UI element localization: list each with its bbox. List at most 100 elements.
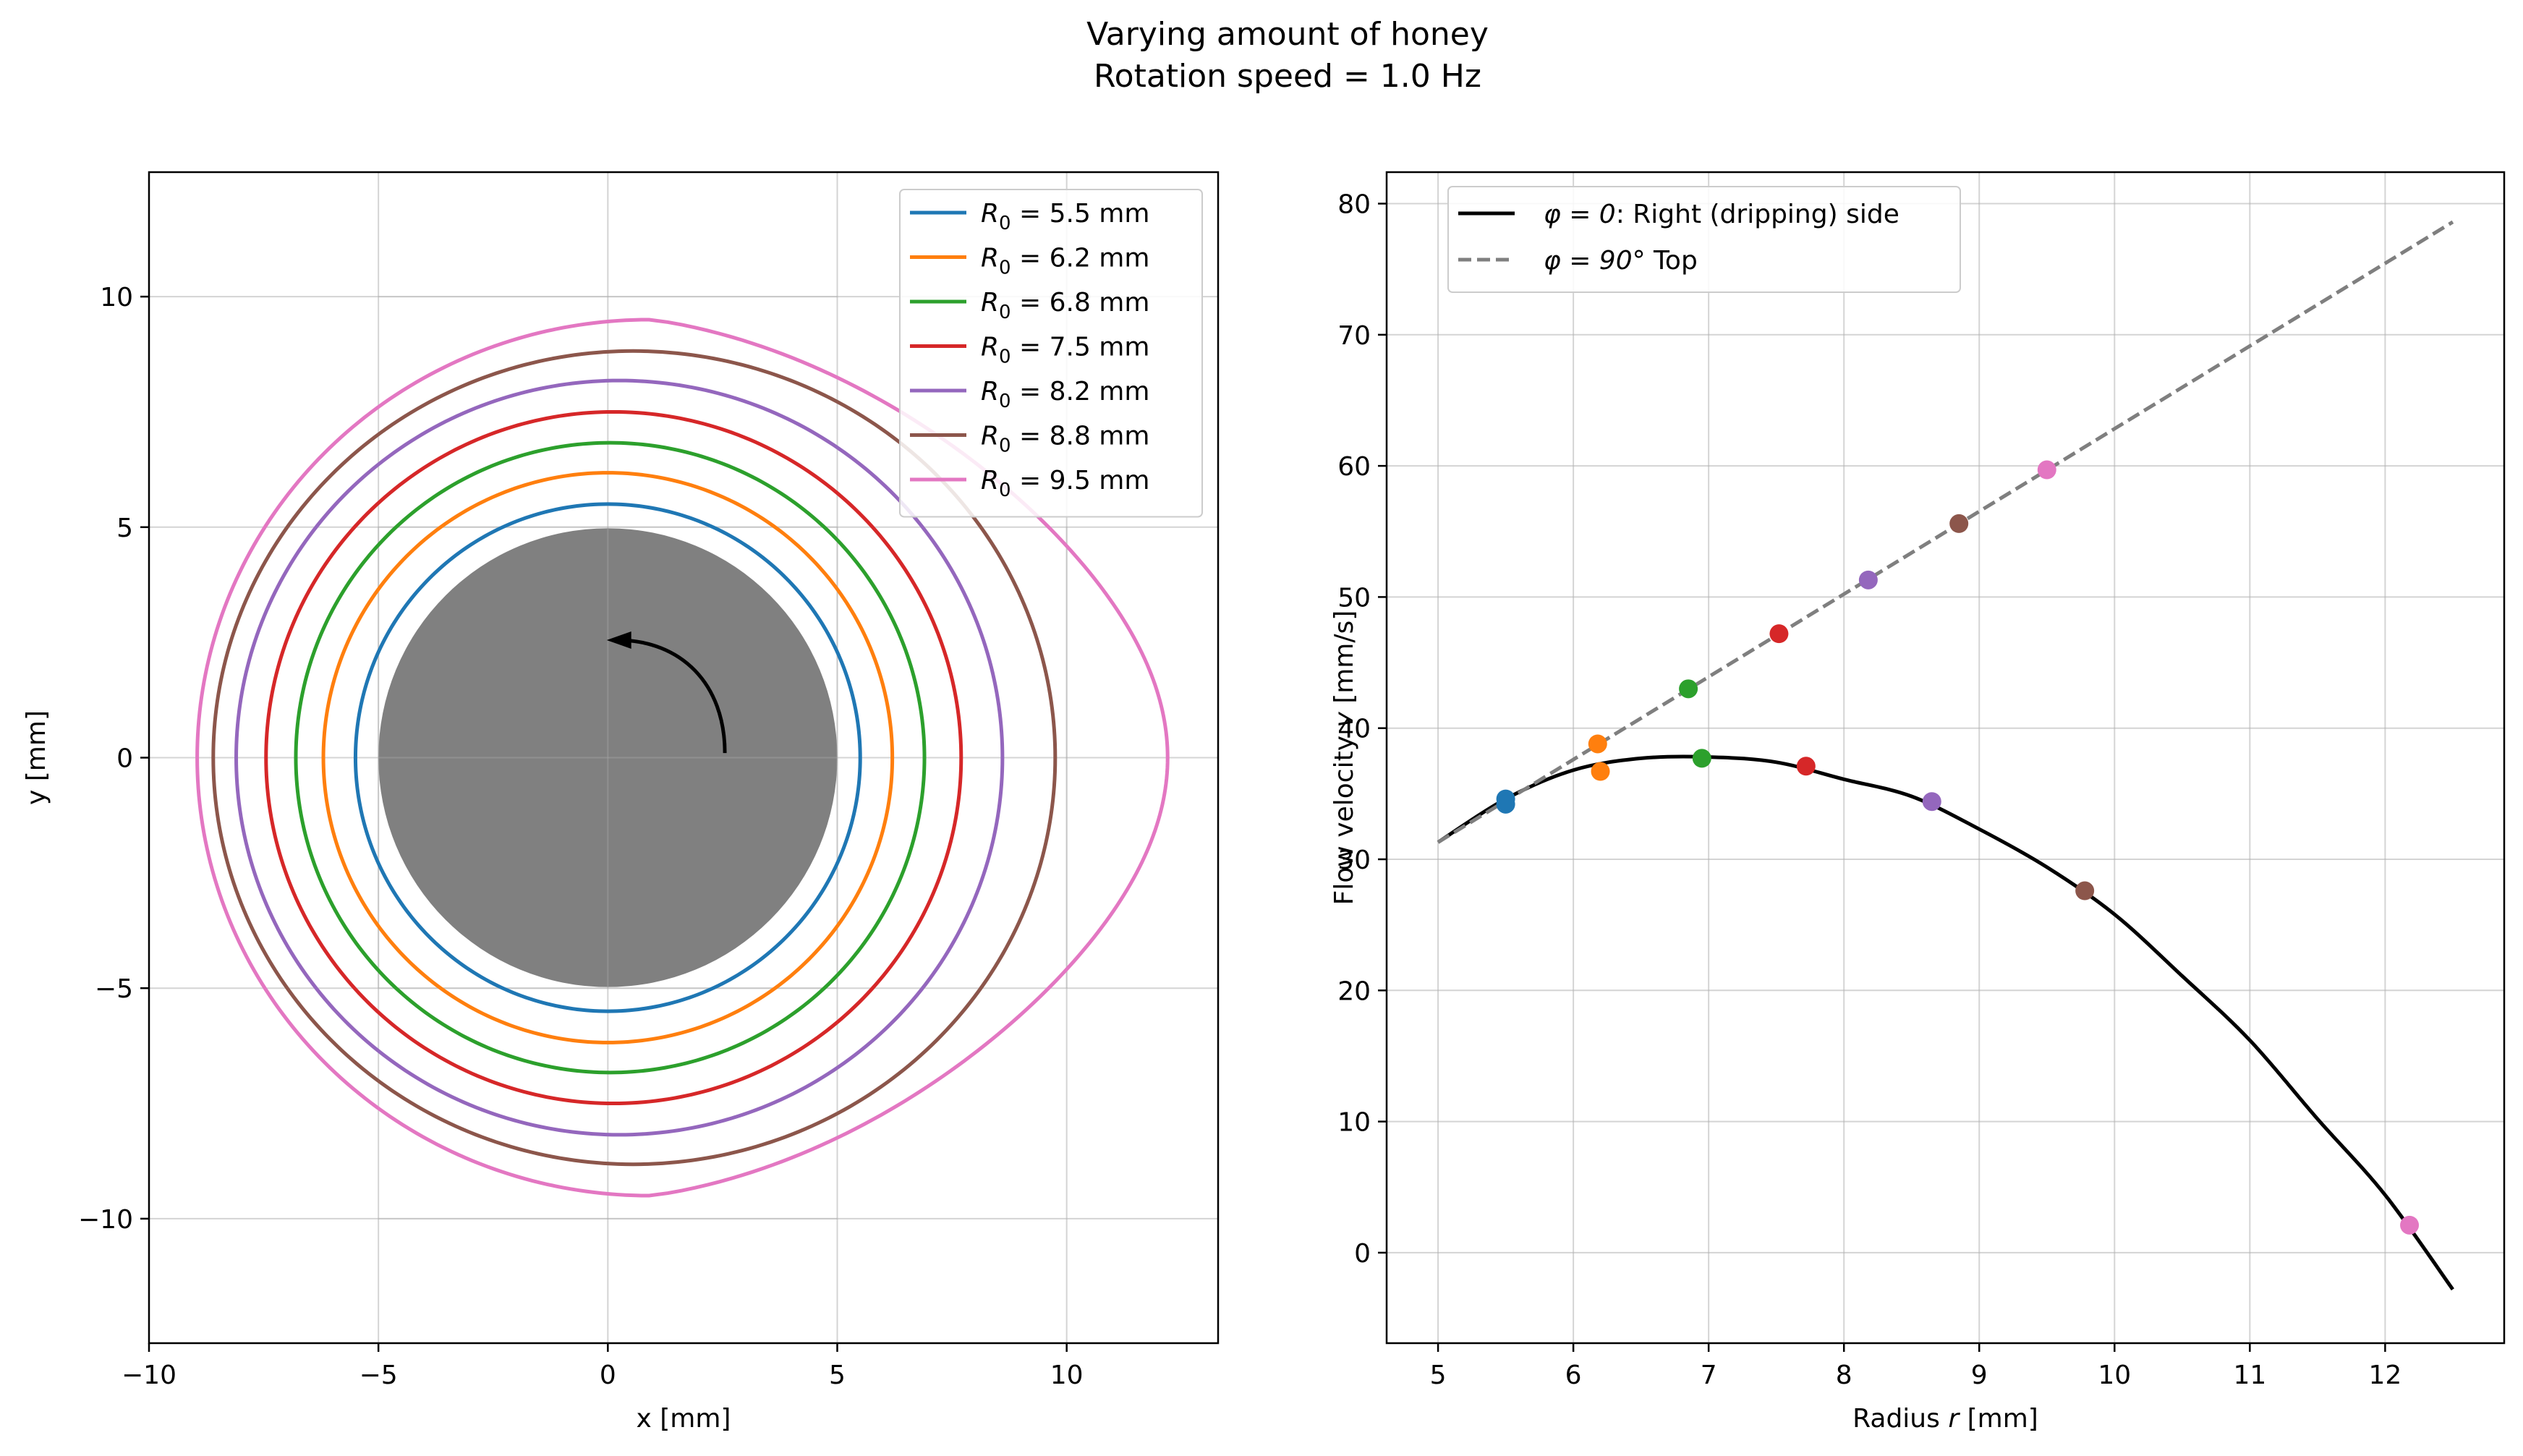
right-xlabel-pre: Radius [1852, 1404, 1948, 1434]
left-ytick-label: 0 [116, 744, 133, 774]
velocity-marker [1679, 679, 1698, 699]
left-xtick-label: 10 [1050, 1361, 1084, 1390]
top-velocity-line [1437, 220, 2454, 844]
right-ytick-label: 50 [1337, 583, 1371, 613]
left-xtick-label: −10 [122, 1361, 176, 1390]
left-legend-label: R0 = 7.5 mm [981, 333, 1149, 368]
right-legend: φ = 0: Right (dripping) side φ = 90° Top [1447, 186, 1961, 293]
left-legend-label: R0 = 6.8 mm [981, 288, 1149, 323]
right-xlabel-post: [mm] [1959, 1404, 2038, 1434]
right-xtick-label: 10 [2098, 1361, 2131, 1390]
left-legend-rest: = 6.2 mm [1011, 244, 1150, 273]
velocity-markers [1496, 460, 2420, 1235]
velocity-marker [1858, 570, 1878, 589]
velocity-marker [1588, 734, 1607, 754]
right-ytick-label: 40 [1337, 715, 1371, 744]
right-ytick-label: 10 [1337, 1108, 1371, 1138]
right-xtick-label: 5 [1430, 1361, 1447, 1390]
cylinder-disk [378, 528, 838, 987]
right-xtick-label: 9 [1971, 1361, 1988, 1390]
left-legend-var: R [981, 199, 999, 229]
right-subplot: 5 6 7 8 9 10 11 12 0 10 20 30 40 50 60 70 80 Radius r [m… [1329, 171, 2506, 1434]
left-ytick-label: −10 [78, 1205, 133, 1235]
right-legend-math: φ = 90° [1544, 246, 1646, 276]
honey-surface-curves [195, 318, 1170, 1198]
left-legend-rest: = 6.8 mm [1011, 288, 1150, 318]
honey-curve [321, 471, 895, 1044]
right-ytick-label: 70 [1337, 321, 1371, 351]
left-legend-rest: = 5.5 mm [1011, 199, 1150, 229]
left-legend-label: R0 = 5.5 mm [981, 199, 1149, 234]
right-xtick-label: 6 [1565, 1361, 1582, 1390]
left-xtick-label: −5 [359, 1361, 398, 1390]
right-legend-box [1447, 186, 1961, 293]
left-legend-var: R [981, 466, 999, 495]
left-ytick-label: 10 [100, 283, 133, 312]
right-ytick-label: 0 [1354, 1239, 1371, 1269]
velocity-marker [1496, 794, 1515, 814]
left-legend-sub: 0 [999, 213, 1011, 234]
honey-curve [294, 440, 927, 1075]
left-xtick-label: 5 [829, 1361, 846, 1390]
left-legend-var: R [981, 288, 999, 318]
velocity-marker [2075, 881, 2095, 901]
right-legend-math: φ = 0 [1544, 200, 1616, 229]
left-ytick-label: 5 [116, 514, 133, 543]
honey-curve [234, 378, 1005, 1137]
right-xtick-label: 12 [2368, 1361, 2401, 1390]
right-legend-text: Top [1646, 246, 1698, 276]
right-x-axis-label: Radius r [mm] [1852, 1404, 2038, 1434]
rotation-arrow [617, 638, 727, 754]
left-legend-rest: = 9.5 mm [1011, 466, 1150, 495]
right-legend-text: : Right (dripping) side [1616, 200, 1899, 229]
honey-curve [353, 502, 862, 1013]
right-legend-label: φ = 90° Top [1544, 246, 1698, 276]
figure-title-line1: Varying amount of honey [1086, 16, 1489, 53]
left-legend-label: R0 = 8.8 mm [981, 422, 1149, 457]
left-legend-label: R0 = 6.2 mm [981, 244, 1149, 279]
right-ylabel-pre: Flow velocity [1329, 728, 1359, 906]
figure-title-line2: Rotation speed = 1.0 Hz [1094, 58, 1481, 95]
left-legend-var: R [981, 377, 999, 406]
left-legend-var: R [981, 333, 999, 362]
right-ytick-label: 20 [1337, 976, 1371, 1006]
left-legend-label: R0 = 8.2 mm [981, 377, 1149, 412]
honey-curve [264, 409, 963, 1106]
right-ytick-label: 60 [1337, 452, 1371, 482]
right-ylabel-post: [mm/s] [1329, 610, 1359, 712]
right-ticks: 5 6 7 8 9 10 11 12 0 10 20 30 40 50 60 70 80 [1337, 190, 2401, 1390]
velocity-marker [1769, 624, 1789, 644]
left-legend-sub: 0 [999, 391, 1011, 412]
left-legend-rest: = 7.5 mm [1011, 333, 1150, 362]
left-legend-box [899, 189, 1203, 518]
left-x-axis-label: x [mm] [637, 1404, 731, 1434]
velocity-marker [1922, 792, 1941, 812]
right-axes-frame [1385, 171, 2506, 1345]
right-ytick-label: 30 [1337, 846, 1371, 875]
left-legend-var: R [981, 244, 999, 273]
honey-curve [211, 349, 1058, 1167]
right-y-axis-label: Flow velocity v [mm/s] [1329, 610, 1359, 906]
right-ylabel-var: v [1329, 712, 1359, 728]
left-legend-sub: 0 [999, 435, 1011, 457]
left-legend-rest: = 8.2 mm [1011, 377, 1150, 406]
velocity-marker [2037, 460, 2056, 480]
left-legend-label: R0 = 9.5 mm [981, 466, 1149, 501]
velocity-lines [1437, 220, 2454, 1291]
velocity-marker [1796, 757, 1816, 776]
rotation-arrowhead [606, 631, 631, 649]
left-legend-sub: 0 [999, 480, 1011, 501]
velocity-marker [1591, 762, 1610, 781]
right-gridlines [1387, 172, 2504, 1343]
left-ticks: −10 −5 0 5 10 −10 −5 0 5 10 [78, 283, 1084, 1390]
right-xtick-label: 11 [2233, 1361, 2266, 1390]
velocity-marker [2400, 1215, 2420, 1235]
left-legend-rest: = 8.8 mm [1011, 422, 1150, 451]
left-y-axis-label: y [mm] [22, 710, 51, 805]
right-xtick-label: 7 [1701, 1361, 1717, 1390]
right-xlabel-var: r [1948, 1404, 1960, 1434]
right-side-velocity-line [1437, 754, 2454, 1291]
